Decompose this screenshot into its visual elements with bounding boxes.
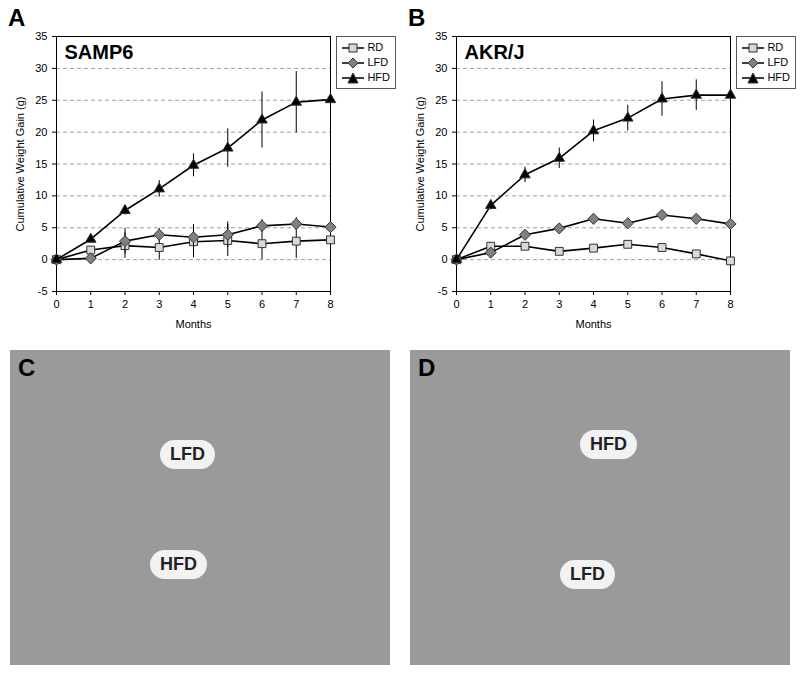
- svg-text:Months: Months: [575, 318, 612, 330]
- svg-text:Months: Months: [175, 318, 212, 330]
- svg-text:8: 8: [727, 298, 733, 310]
- svg-text:5: 5: [41, 221, 47, 233]
- svg-text:6: 6: [659, 298, 665, 310]
- svg-text:5: 5: [225, 298, 231, 310]
- svg-text:3: 3: [556, 298, 562, 310]
- html-text:LFD: LFD: [367, 56, 389, 68]
- svg-text:Cumulative Weight Gain (g): Cumulative Weight Gain (g): [14, 97, 26, 232]
- svg-text:0: 0: [441, 253, 447, 265]
- svg-text:15: 15: [435, 158, 447, 170]
- svg-text:4: 4: [190, 298, 196, 310]
- svg-text:15: 15: [35, 158, 47, 170]
- html-text:D: D: [418, 354, 436, 381]
- html-text:LFD: LFD: [767, 56, 789, 68]
- svg-text:7: 7: [693, 298, 699, 310]
- svg-text:Cumulative Weight Gain (g): Cumulative Weight Gain (g): [414, 97, 426, 232]
- html-text:HFD: HFD: [367, 71, 390, 83]
- svg-text:2: 2: [522, 298, 528, 310]
- svg-text:20: 20: [35, 126, 47, 138]
- svg-text:30: 30: [35, 62, 47, 74]
- svg-text:2: 2: [122, 298, 128, 310]
- svg-text:0: 0: [41, 253, 47, 265]
- svg-text:-5: -5: [438, 285, 448, 297]
- svg-text:6: 6: [259, 298, 265, 310]
- html-text:B: B: [408, 4, 426, 31]
- svg-text:0: 0: [53, 298, 59, 310]
- svg-text:7: 7: [293, 298, 299, 310]
- svg-text:1: 1: [88, 298, 94, 310]
- svg-text:35: 35: [35, 30, 47, 42]
- svg-text:5: 5: [441, 221, 447, 233]
- svg-text:3: 3: [156, 298, 162, 310]
- svg-text:AKR/J: AKR/J: [465, 41, 525, 63]
- svg-text:20: 20: [435, 126, 447, 138]
- svg-text:25: 25: [35, 94, 47, 106]
- svg-text:SAMP6: SAMP6: [65, 41, 134, 63]
- html-text:HFD: HFD: [767, 71, 790, 83]
- html-text:HFD: HFD: [590, 434, 627, 454]
- svg-text:-5: -5: [38, 285, 48, 297]
- svg-text:5: 5: [625, 298, 631, 310]
- svg-text:35: 35: [435, 30, 447, 42]
- html-text:RD: RD: [767, 41, 784, 53]
- html-text:RD: RD: [367, 41, 384, 53]
- html-text:HFD: HFD: [160, 554, 197, 574]
- svg-text:0: 0: [453, 298, 459, 310]
- svg-text:30: 30: [435, 62, 447, 74]
- svg-text:10: 10: [35, 189, 47, 201]
- html-text:LFD: LFD: [170, 444, 205, 464]
- html-text:C: C: [18, 354, 36, 381]
- html-text:LFD: LFD: [570, 564, 605, 584]
- svg-text:4: 4: [590, 298, 596, 310]
- svg-text:25: 25: [435, 94, 447, 106]
- svg-text:10: 10: [435, 189, 447, 201]
- svg-text:1: 1: [488, 298, 494, 310]
- html-text:A: A: [8, 4, 26, 31]
- svg-text:8: 8: [327, 298, 333, 310]
